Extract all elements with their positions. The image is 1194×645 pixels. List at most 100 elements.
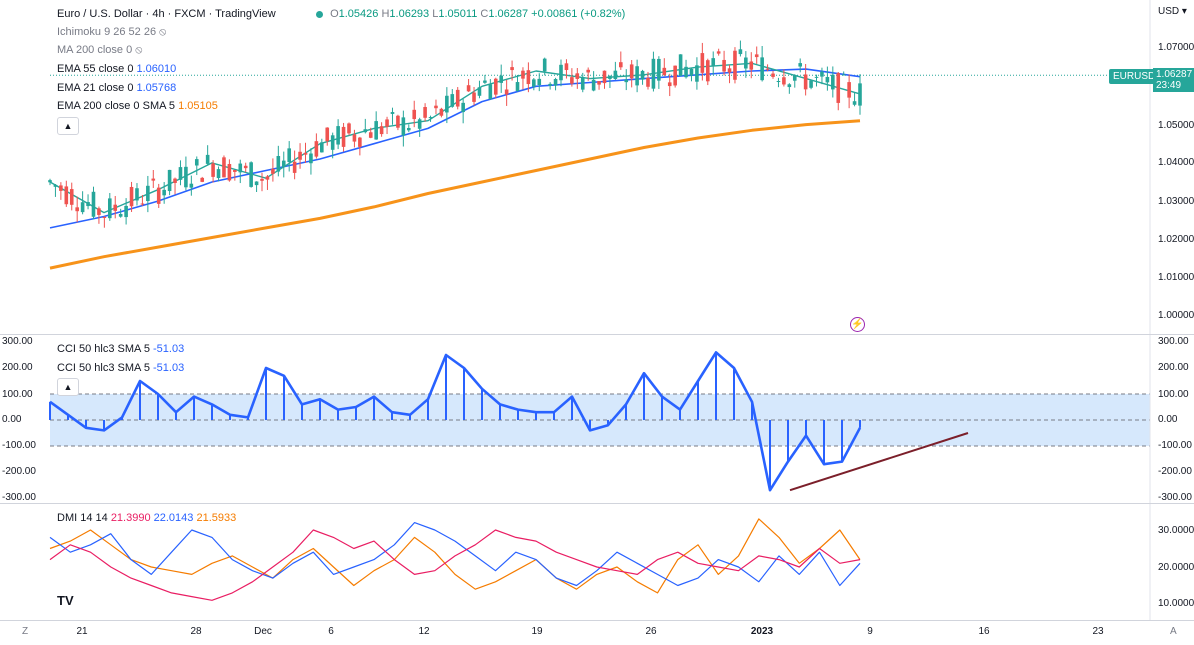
candle-body xyxy=(510,67,514,71)
candle-body xyxy=(211,163,215,177)
candle-body xyxy=(831,74,835,90)
candle-body xyxy=(368,132,373,138)
candle-body xyxy=(744,57,748,69)
candle-body xyxy=(135,188,139,201)
candle-body xyxy=(260,178,264,181)
time-tick-label: 21 xyxy=(76,626,88,637)
candle-body xyxy=(390,112,395,114)
low-value: 1.05011 xyxy=(438,8,478,20)
candle-body xyxy=(483,80,487,83)
candle-body xyxy=(847,82,851,98)
indicator-ema55[interactable]: EMA 55 close 0 1.06010 xyxy=(57,63,176,75)
indicator-dmi[interactable]: DMI 14 14 21.3990 22.0143 21.5933 xyxy=(57,512,236,524)
candle-body xyxy=(254,181,259,186)
indicator-ema21[interactable]: EMA 21 close 0 1.05768 xyxy=(57,82,176,94)
indicator-cci-1[interactable]: CCI 50 hlc3 SMA 5 -51.03 xyxy=(57,343,184,355)
candle-body xyxy=(243,165,248,169)
candle-body xyxy=(129,186,134,207)
ema55-value: 1.06010 xyxy=(136,63,177,75)
cci-tick-label: -200.00 xyxy=(1158,466,1192,477)
candle-body xyxy=(716,51,721,54)
panel-separator[interactable] xyxy=(0,503,1194,504)
minus-di-line xyxy=(49,529,861,601)
candle-body xyxy=(336,126,340,145)
candle-body xyxy=(580,77,585,90)
price-tick-label: 1.02000 xyxy=(1158,234,1194,245)
open-label: O xyxy=(330,8,339,20)
candle-body xyxy=(48,180,52,183)
cci-tick-label: -300.00 xyxy=(1158,492,1192,503)
dmi-tick-label: 30.0000 xyxy=(1158,525,1194,536)
indicator-ema200[interactable]: EMA 200 close 0 SMA 5 1.05105 xyxy=(57,100,218,112)
cci1-value: -51.03 xyxy=(153,343,185,355)
cci-tick-label: 0.00 xyxy=(1158,414,1178,425)
candle-body xyxy=(809,80,813,88)
cci2-value: -51.03 xyxy=(153,362,185,374)
candle-body xyxy=(107,198,112,219)
candle-body xyxy=(325,127,330,142)
panel-separator[interactable] xyxy=(0,334,1194,335)
candle-body xyxy=(281,160,286,167)
candle-body xyxy=(80,202,85,213)
hidden-eye-icon[interactable]: ⦸ xyxy=(159,26,167,38)
candle-body xyxy=(629,64,634,79)
time-tick-label: 26 xyxy=(645,626,657,637)
indicator-ma200[interactable]: MA 200 close 0 ⦸ xyxy=(57,44,142,57)
candle-body xyxy=(216,169,221,179)
price-tick-label: 1.00000 xyxy=(1158,310,1194,321)
cci-tick-label-left: -100.00 xyxy=(2,440,36,451)
candle-body xyxy=(760,57,764,81)
ema200-value: 1.05105 xyxy=(178,100,218,112)
candle-body xyxy=(635,66,639,86)
tradingview-logo[interactable]: TV xyxy=(57,593,74,608)
high-label: H xyxy=(381,8,390,20)
candle-body xyxy=(597,81,601,85)
currency-label: USD xyxy=(1158,6,1180,17)
currency-selector[interactable]: USD ▾ xyxy=(1158,6,1187,17)
price-tick-label: 1.07000 xyxy=(1158,42,1194,53)
candle-body xyxy=(733,50,737,80)
dmi-label: DMI 14 14 xyxy=(57,512,108,524)
candle-body xyxy=(374,121,378,140)
candle-body xyxy=(646,77,650,87)
candle-body xyxy=(445,95,449,113)
cci1-label: CCI 50 hlc3 SMA 5 xyxy=(57,343,150,355)
bar-countdown: 23:49 xyxy=(1156,80,1182,91)
candle-body xyxy=(265,176,270,180)
candle-body xyxy=(162,189,166,196)
candle-body xyxy=(309,153,313,164)
open-value: 1.05426 xyxy=(338,8,379,20)
indicator-ichimoku[interactable]: Ichimoku 9 26 52 26 ⦸ xyxy=(57,26,166,39)
candle-body xyxy=(233,170,237,172)
collapse-cci-legend-button[interactable]: ▲ xyxy=(57,378,79,396)
candle-body xyxy=(401,117,406,136)
hidden-eye-icon[interactable]: ⦸ xyxy=(135,44,143,56)
candle-body xyxy=(69,189,74,205)
cci-tick-label-left: -200.00 xyxy=(2,466,36,477)
candle-body xyxy=(412,109,417,120)
candle-body xyxy=(461,102,465,113)
zoom-reset-button[interactable]: Z xyxy=(22,626,29,637)
candle-body xyxy=(466,85,471,92)
candle-body xyxy=(227,163,232,181)
candle-body xyxy=(347,123,351,134)
candle-body xyxy=(782,77,786,85)
candle-body xyxy=(711,58,716,66)
indicator-cci-2[interactable]: CCI 50 hlc3 SMA 5 -51.03 xyxy=(57,362,184,374)
chevron-down-icon: ▾ xyxy=(1179,6,1187,17)
candle-body xyxy=(59,185,63,191)
auto-scale-button[interactable]: A xyxy=(1170,626,1177,637)
candle-body xyxy=(798,63,803,67)
time-tick-label: 23 xyxy=(1092,626,1104,637)
candle-body xyxy=(689,68,694,76)
dmi-adx-value: 21.5933 xyxy=(196,512,237,524)
ma200-label: MA 200 close 0 xyxy=(57,44,133,56)
collapse-legend-button[interactable]: ▲ xyxy=(57,117,79,135)
candle-body xyxy=(624,79,629,83)
lightning-event-icon[interactable]: ⚡ xyxy=(850,317,865,332)
cci-tick-label-left: 200.00 xyxy=(2,362,33,373)
candle-body xyxy=(559,64,563,81)
candle-body xyxy=(537,78,542,86)
symbol-title[interactable]: Euro / U.S. Dollar · 4h · FXCM · Trading… xyxy=(57,8,276,20)
